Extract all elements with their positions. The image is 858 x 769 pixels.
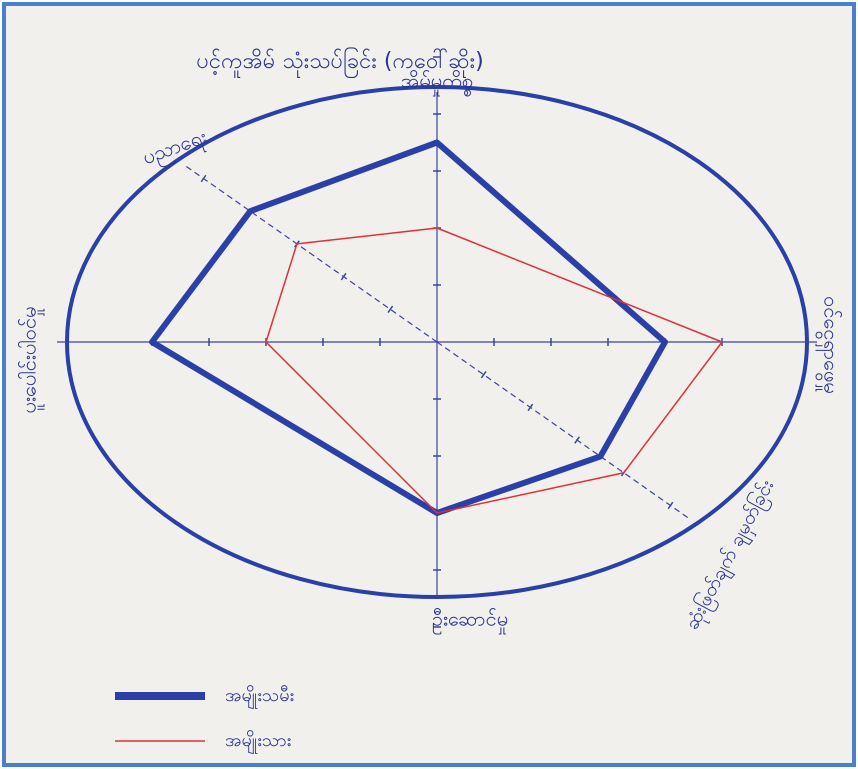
axis-label: အိမ်မှုကိစ္စ (401, 69, 473, 97)
axis-line (182, 163, 438, 343)
legend-label: အမျိုးသမီး (225, 685, 294, 709)
axis-label: ဦးဆောင်မှု (432, 607, 508, 635)
series-line (265, 227, 723, 514)
chart-title: ပင့်ကူအိမ် သုံးသပ်ခြင်း (ကဝေါ်ဆိုး) (196, 47, 483, 78)
tick-mark (387, 305, 394, 314)
tick-mark (527, 403, 534, 412)
tick-mark (574, 436, 580, 444)
legend-label: အမျိုးသား (225, 730, 291, 754)
tick-mark (667, 501, 674, 510)
axis-label: ဝင်ငွေရှာဖွေမှု (816, 296, 844, 394)
tick-mark (480, 370, 487, 379)
axis-line (436, 341, 692, 521)
tick-mark (340, 272, 347, 281)
tick-mark (200, 174, 207, 183)
axis-label: ပူးပေါင်းပါဝင်မှု (17, 307, 45, 414)
